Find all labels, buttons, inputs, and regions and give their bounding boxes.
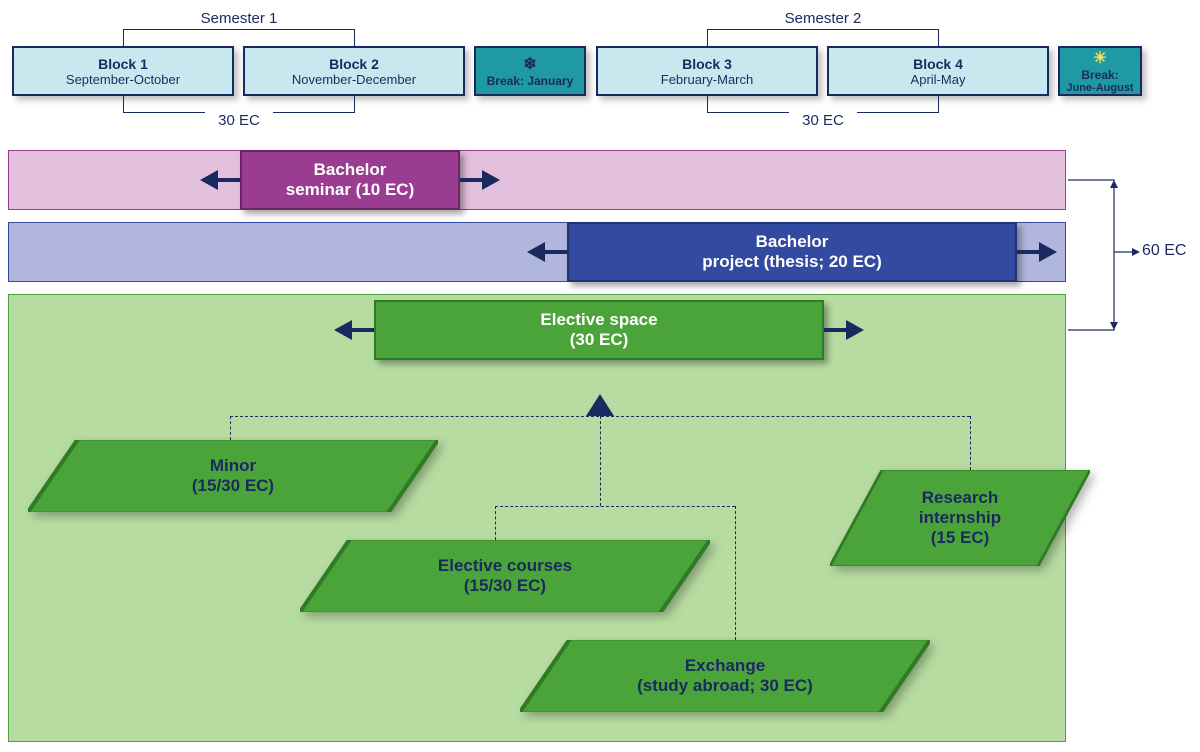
sun-icon: ☀ bbox=[1093, 48, 1107, 68]
semester-1-ec-label: 30 EC bbox=[205, 112, 273, 129]
option-courses-line-1: Elective courses bbox=[438, 556, 572, 576]
dashed-connector bbox=[735, 506, 736, 640]
dashed-connector bbox=[495, 506, 496, 540]
snowflake-icon: ❄ bbox=[523, 54, 536, 74]
block-3-title: Block 3 bbox=[682, 56, 732, 72]
block-2: Block 2 November-December bbox=[243, 46, 465, 96]
project-right-arrow-icon bbox=[1039, 242, 1057, 262]
option-minor-line-2: (15/30 EC) bbox=[192, 476, 274, 496]
elective-box: Elective space (30 EC) bbox=[374, 300, 824, 360]
project-line-2: project (thesis; 20 EC) bbox=[702, 252, 882, 272]
option-exchange: Exchange (study abroad; 30 EC) bbox=[520, 640, 930, 712]
project-left-arrow-icon bbox=[527, 242, 545, 262]
break-summer-label-2: June-August bbox=[1066, 82, 1133, 94]
project-right-line bbox=[1017, 250, 1039, 254]
elective-line-1: Elective space bbox=[540, 310, 657, 330]
option-minor-line-1: Minor bbox=[210, 456, 256, 476]
project-line-1: Bachelor bbox=[756, 232, 829, 252]
elective-left-line bbox=[352, 328, 374, 332]
elective-right-line bbox=[824, 328, 846, 332]
seminar-left-line bbox=[218, 178, 240, 182]
dashed-connector bbox=[600, 416, 601, 506]
options-up-arrow-icon bbox=[586, 394, 614, 416]
elective-right-arrow-icon bbox=[846, 320, 864, 340]
seminar-band bbox=[8, 150, 1066, 210]
block-3: Block 3 February-March bbox=[596, 46, 818, 96]
block-4-subtitle: April-May bbox=[911, 72, 966, 87]
dashed-connector bbox=[230, 416, 231, 440]
break-winter: ❄ Break: January bbox=[474, 46, 586, 96]
block-3-subtitle: February-March bbox=[661, 72, 753, 87]
block-2-subtitle: November-December bbox=[292, 72, 416, 87]
elective-line-2: (30 EC) bbox=[570, 330, 629, 350]
option-elective-courses: Elective courses (15/30 EC) bbox=[300, 540, 710, 612]
semester-2-label: Semester 2 bbox=[767, 10, 879, 27]
option-research-line-3: (15 EC) bbox=[931, 528, 990, 548]
block-1: Block 1 September-October bbox=[12, 46, 234, 96]
block-1-title: Block 1 bbox=[98, 56, 148, 72]
break-summer: ☀ Break: June-August bbox=[1058, 46, 1142, 96]
option-exchange-line-2: (study abroad; 30 EC) bbox=[637, 676, 813, 696]
block-2-title: Block 2 bbox=[329, 56, 379, 72]
break-summer-label-1: Break: bbox=[1081, 68, 1118, 82]
break-winter-label: Break: January bbox=[487, 74, 574, 88]
dashed-connector bbox=[495, 506, 735, 507]
seminar-line-1: Bachelor bbox=[314, 160, 387, 180]
total-ec-label: 60 EC bbox=[1142, 242, 1186, 260]
semester-1-label: Semester 1 bbox=[183, 10, 295, 27]
option-research-line-2: internship bbox=[919, 508, 1001, 528]
seminar-line-2: seminar (10 EC) bbox=[286, 180, 415, 200]
semester-1-ec-bracket bbox=[123, 96, 355, 113]
semester-2-ec-bracket bbox=[707, 96, 939, 113]
seminar-left-arrow-icon bbox=[200, 170, 218, 190]
block-4-title: Block 4 bbox=[913, 56, 963, 72]
option-minor: Minor (15/30 EC) bbox=[28, 440, 438, 512]
semester-2-ec-label: 30 EC bbox=[789, 112, 857, 129]
option-research-line-1: Research bbox=[922, 488, 999, 508]
seminar-right-arrow-icon bbox=[482, 170, 500, 190]
seminar-right-line bbox=[460, 178, 482, 182]
block-1-subtitle: September-October bbox=[66, 72, 180, 87]
curriculum-diagram: Semester 1 Semester 2 Block 1 September-… bbox=[0, 0, 1200, 752]
option-courses-line-2: (15/30 EC) bbox=[464, 576, 546, 596]
project-left-line bbox=[545, 250, 567, 254]
block-4: Block 4 April-May bbox=[827, 46, 1049, 96]
project-box: Bachelor project (thesis; 20 EC) bbox=[567, 222, 1017, 282]
semester-2-bracket bbox=[707, 29, 939, 46]
elective-left-arrow-icon bbox=[334, 320, 352, 340]
dashed-connector bbox=[970, 416, 971, 470]
option-research-internship: Research internship (15 EC) bbox=[830, 470, 1090, 566]
seminar-box: Bachelor seminar (10 EC) bbox=[240, 150, 460, 210]
semester-1-bracket bbox=[123, 29, 355, 46]
option-exchange-line-1: Exchange bbox=[685, 656, 765, 676]
